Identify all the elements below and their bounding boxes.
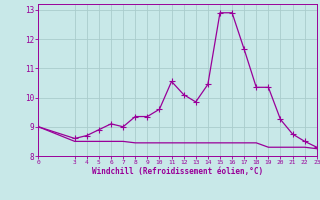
X-axis label: Windchill (Refroidissement éolien,°C): Windchill (Refroidissement éolien,°C) bbox=[92, 167, 263, 176]
